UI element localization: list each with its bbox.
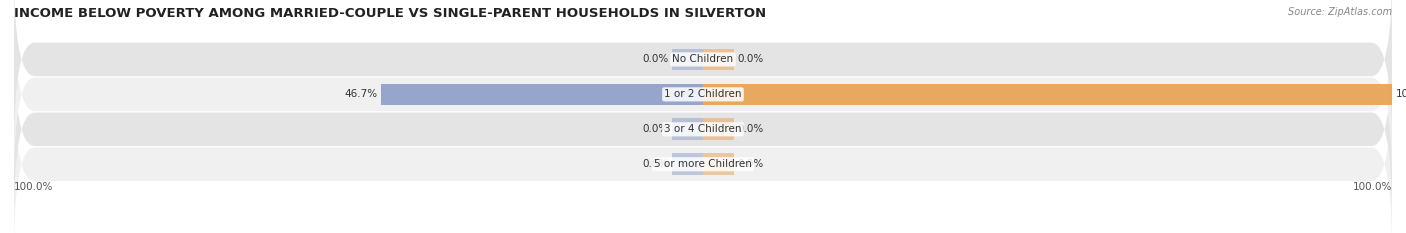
Text: 100.0%: 100.0% <box>1395 89 1406 99</box>
Text: 100.0%: 100.0% <box>1353 182 1392 192</box>
FancyBboxPatch shape <box>14 6 1392 182</box>
Text: No Children: No Children <box>672 55 734 64</box>
Text: 0.0%: 0.0% <box>738 55 763 64</box>
Text: 1 or 2 Children: 1 or 2 Children <box>664 89 742 99</box>
FancyBboxPatch shape <box>14 76 1392 233</box>
Bar <box>672 49 703 70</box>
Bar <box>703 49 734 70</box>
Bar <box>381 84 703 105</box>
Text: 0.0%: 0.0% <box>643 55 669 64</box>
Text: Source: ZipAtlas.com: Source: ZipAtlas.com <box>1288 7 1392 17</box>
Text: 5 or more Children: 5 or more Children <box>654 159 752 169</box>
Bar <box>703 118 734 140</box>
Bar <box>703 84 1392 105</box>
Text: 0.0%: 0.0% <box>643 159 669 169</box>
Bar <box>672 154 703 175</box>
Text: 3 or 4 Children: 3 or 4 Children <box>664 124 742 134</box>
Text: 0.0%: 0.0% <box>643 124 669 134</box>
FancyBboxPatch shape <box>14 0 1392 147</box>
Text: 46.7%: 46.7% <box>344 89 378 99</box>
Text: INCOME BELOW POVERTY AMONG MARRIED-COUPLE VS SINGLE-PARENT HOUSEHOLDS IN SILVERT: INCOME BELOW POVERTY AMONG MARRIED-COUPL… <box>14 7 766 20</box>
Bar <box>672 118 703 140</box>
Bar <box>703 154 734 175</box>
FancyBboxPatch shape <box>14 41 1392 217</box>
Text: 0.0%: 0.0% <box>738 159 763 169</box>
Text: 0.0%: 0.0% <box>738 124 763 134</box>
Text: 100.0%: 100.0% <box>14 182 53 192</box>
